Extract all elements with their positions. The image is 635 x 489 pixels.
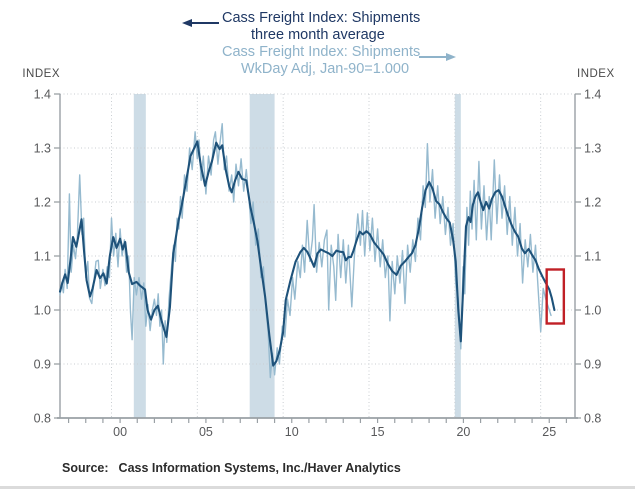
- left-tick-label: 0.8: [34, 412, 51, 426]
- right-tick-label: 0.8: [584, 412, 601, 426]
- left-tick-label: 1.2: [34, 196, 51, 210]
- x-tick-label: 10: [285, 425, 299, 439]
- series1-title-line2: three month average: [251, 27, 385, 43]
- recession-band: [454, 94, 461, 418]
- right-tick-label: 1.2: [584, 196, 601, 210]
- right-tick-label: 1.4: [584, 88, 601, 102]
- right-axis-title: INDEX: [577, 68, 615, 80]
- right-arrow-icon: [419, 49, 456, 67]
- left-tick-label: 1.1: [34, 250, 51, 264]
- highlight-box: [545, 268, 566, 325]
- right-tick-label: 0.9: [584, 358, 601, 372]
- left-arrow-icon: [182, 15, 219, 33]
- bottom-edge-strip: [0, 486, 635, 489]
- x-tick-label: 15: [371, 425, 385, 439]
- series1-title-line1: Cass Freight Index: Shipments: [222, 10, 421, 26]
- right-tick-label: 1.3: [584, 142, 601, 156]
- right-tick-label: 1.1: [584, 250, 601, 264]
- x-tick-label: 20: [456, 425, 470, 439]
- source-line: Source: Cass Information Systems, Inc./Ha…: [62, 461, 401, 475]
- x-tick-label: 05: [199, 425, 213, 439]
- series-line-monthly: [59, 122, 552, 379]
- left-tick-label: 1.4: [34, 88, 51, 102]
- source-text: Cass Information Systems, Inc./Haver Ana…: [118, 461, 401, 475]
- source-label: Source:: [62, 461, 109, 475]
- x-tick-label: 25: [542, 425, 556, 439]
- right-tick-label: 1.0: [584, 304, 601, 318]
- series2-title-line2: WkDay Adj, Jan-90=1.000: [241, 61, 410, 77]
- x-tick-label: 00: [113, 425, 127, 439]
- left-tick-label: 1.3: [34, 142, 51, 156]
- series2-title-line1: Cass Freight Index: Shipments: [222, 44, 421, 60]
- recession-band: [133, 94, 146, 418]
- series-line-three_month_average: [58, 140, 556, 367]
- left-tick-label: 1.0: [34, 304, 51, 318]
- left-tick-label: 0.9: [34, 358, 51, 372]
- left-axis-title: INDEX: [22, 68, 60, 80]
